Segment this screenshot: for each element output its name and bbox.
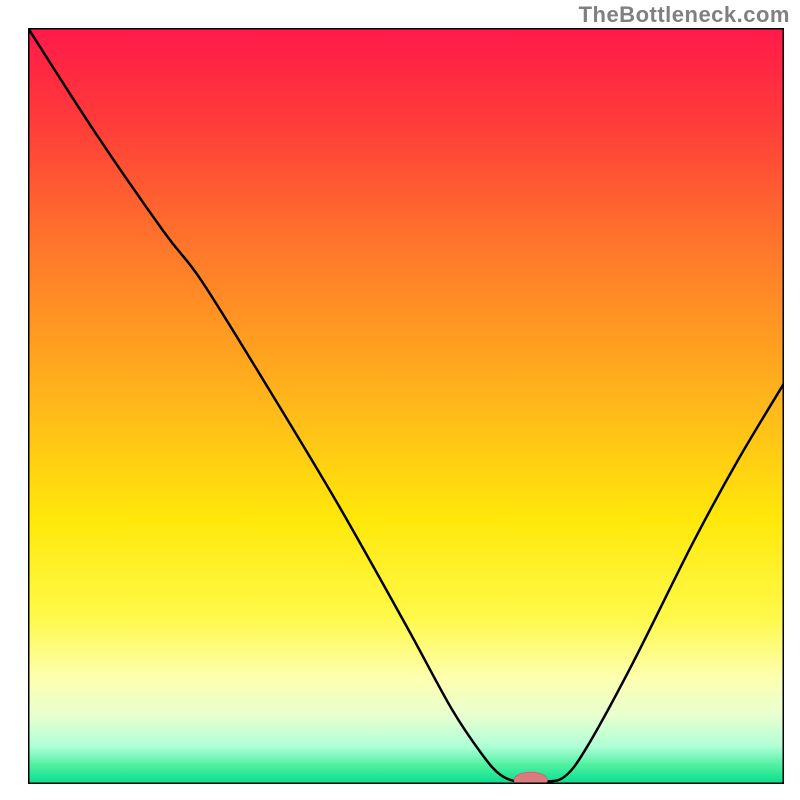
plot-area	[28, 28, 784, 787]
optimal-marker	[514, 772, 547, 787]
chart-container: TheBottleneck.com	[0, 0, 800, 800]
bottleneck-chart	[0, 0, 800, 800]
watermark-text: TheBottleneck.com	[579, 2, 790, 28]
gradient-background	[28, 28, 784, 784]
